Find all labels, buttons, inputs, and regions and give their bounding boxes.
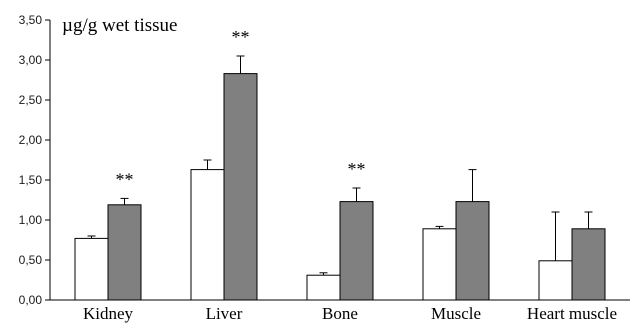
y-tick-label: 3,50 [19,13,43,27]
significance-marker: ** [116,169,134,189]
bar [107,204,142,301]
significance-marker: ** [232,27,250,47]
bars [74,73,606,301]
y-tick-label: 3,00 [19,53,43,67]
category-label: Kidney [83,304,134,323]
bar [190,169,225,301]
axes: 0,00 0,50 1,00 1,50 2,00 2,50 3,00 3,50 [19,13,630,307]
y-tick-label: 2,50 [19,93,43,107]
bar [571,228,606,301]
y-tick-label: 0,00 [19,293,43,307]
category-label: Muscle [431,304,481,323]
bar [455,201,490,301]
y-tick-label: 1,00 [19,213,43,227]
bar [422,228,457,301]
significance-marker: ** [348,159,366,179]
labels: ** Kidney ** Liver ** Bone Muscle Heart muscle [83,27,617,323]
bar [74,237,109,301]
y-tick-label: 1,50 [19,173,43,187]
bar [339,201,374,301]
category-label: Liver [206,304,243,323]
bar [306,274,341,301]
unit-label: µg/g wet tissue [62,15,177,36]
category-label: Bone [322,304,358,323]
bar [538,260,573,301]
y-tick-label: 0,50 [19,253,43,267]
bar [223,73,258,301]
category-label: Heart muscle [527,304,617,323]
y-tick-label: 2,00 [19,133,43,147]
error-bars [87,55,593,276]
